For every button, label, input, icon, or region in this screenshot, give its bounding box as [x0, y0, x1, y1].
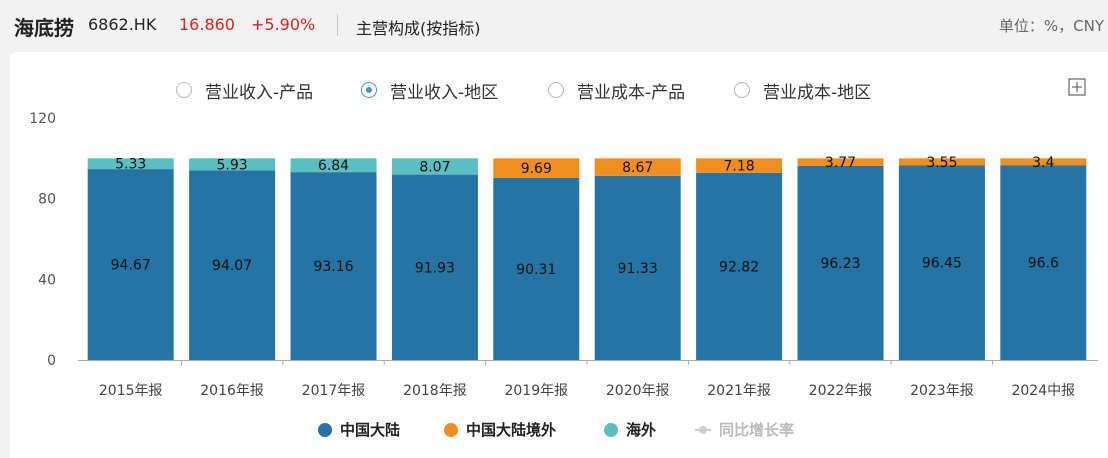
legend-label: 海外	[626, 421, 656, 439]
bar-segment	[898, 165, 985, 360]
data-label: 91.93	[415, 260, 455, 276]
stock-name: 海底捞	[14, 16, 74, 40]
bar-segment	[898, 158, 985, 166]
x-tick-label: 2015年报	[99, 383, 163, 399]
stock-code: 6862.HK	[88, 15, 157, 34]
bar-segment	[290, 158, 377, 173]
bar-segment	[87, 169, 174, 360]
data-label: 8.67	[622, 160, 653, 176]
radio-cost-product[interactable]: 营业成本-产品	[548, 78, 686, 103]
legend-label: 中国大陆境外	[466, 421, 556, 439]
radio-circle	[548, 82, 564, 98]
data-label: 96.6	[1028, 256, 1059, 272]
data-label: 96.23	[820, 256, 860, 272]
data-label: 3.77	[825, 155, 856, 171]
radio-revenue-region[interactable]: 营业收入-地区	[361, 78, 499, 103]
bar-segment	[1000, 158, 1087, 166]
data-label: 96.45	[922, 256, 962, 272]
section-title: 主营构成(按指标)	[356, 19, 481, 38]
y-tick-label: 0	[47, 353, 56, 369]
bar-segment	[290, 172, 377, 360]
data-label: 94.67	[111, 258, 151, 274]
radio-circle	[734, 82, 750, 98]
bar-segment	[797, 158, 884, 166]
data-label: 91.33	[618, 261, 658, 277]
bar-segment	[594, 158, 681, 176]
x-tick-label: 2020年报	[606, 383, 670, 399]
stock-change: +5.90%	[251, 15, 316, 34]
x-tick-label: 2019年报	[504, 383, 568, 399]
stock-header: 海底捞 6862.HK 16.860 +5.90% 主营构成(按指标) 单位：%…	[0, 0, 1108, 50]
bar-segment	[391, 158, 478, 175]
x-tick-label: 2023年报	[910, 383, 974, 399]
bar-segment	[594, 175, 681, 360]
radio-cost-region[interactable]: 营业成本-地区	[734, 78, 872, 103]
x-tick-label: 2024中报	[1011, 383, 1075, 399]
radio-revenue-product[interactable]: 营业收入-产品	[176, 78, 314, 103]
data-label: 93.16	[313, 259, 353, 275]
y-tick-label: 120	[29, 111, 56, 127]
data-label: 8.07	[419, 159, 450, 175]
x-tick-label: 2022年报	[809, 383, 873, 399]
data-label: 3.55	[926, 155, 957, 171]
data-label: 7.18	[724, 159, 755, 175]
data-label: 3.4	[1032, 155, 1054, 171]
legend-item: 中国大陆	[318, 421, 400, 439]
legend-marker	[699, 426, 707, 434]
legend-marker	[604, 423, 618, 437]
header-divider	[337, 14, 338, 36]
radio-label: 营业成本-地区	[763, 82, 872, 103]
data-label: 90.31	[516, 262, 556, 278]
data-label: 92.82	[719, 259, 759, 275]
bar-segment	[87, 158, 174, 170]
data-label: 5.33	[115, 157, 146, 173]
x-tick-label: 2017年报	[302, 383, 366, 399]
bar-segment	[493, 177, 580, 360]
radio-circle	[361, 82, 377, 98]
y-tick-label: 40	[38, 272, 56, 288]
data-label: 6.84	[318, 158, 349, 174]
bar-segment	[493, 158, 580, 178]
legend-label: 同比增长率	[719, 421, 794, 439]
bar-segment	[1000, 165, 1087, 360]
bar-segment	[696, 172, 783, 360]
radio-circle	[176, 82, 192, 98]
x-tick-label: 2016年报	[200, 383, 264, 399]
legend-item: 同比增长率	[695, 421, 794, 439]
legend-marker	[318, 423, 332, 437]
data-label: 5.93	[217, 157, 248, 173]
legend-label: 中国大陆	[340, 421, 400, 439]
radio-label: 营业收入-产品	[205, 82, 314, 103]
bar-segment	[189, 170, 276, 360]
x-tick-label: 2018年报	[403, 383, 467, 399]
data-label: 94.07	[212, 258, 252, 274]
radio-label: 营业成本-产品	[577, 82, 686, 103]
bar-segment	[797, 165, 884, 360]
stock-price: 16.860	[179, 15, 235, 34]
legend-item: 中国大陆境外	[444, 421, 556, 439]
x-tick-label: 2021年报	[707, 383, 771, 399]
radio-label: 营业收入-地区	[390, 82, 499, 103]
expand-icon[interactable]	[1068, 78, 1086, 96]
legend-item: 海外	[604, 421, 656, 439]
unit-label: 单位：%，CNY	[998, 17, 1104, 35]
metric-radio-group: 营业收入-产品 营业收入-地区 营业成本-产品 营业成本-地区	[10, 78, 1108, 103]
y-tick-label: 80	[38, 192, 56, 208]
bar-segment	[696, 158, 783, 173]
data-label: 9.69	[521, 161, 552, 177]
legend-marker	[444, 423, 458, 437]
bar-segment	[189, 158, 276, 171]
bar-segment	[391, 174, 478, 360]
